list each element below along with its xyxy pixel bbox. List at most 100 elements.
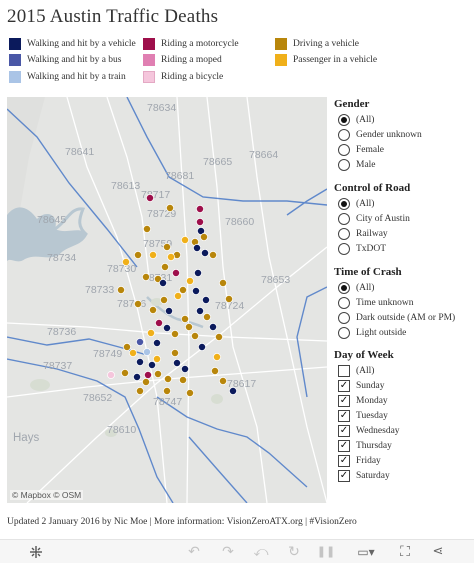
crash-marker[interactable] — [155, 319, 163, 327]
tableau-logo-icon[interactable] — [26, 543, 46, 560]
crash-marker[interactable] — [123, 343, 131, 351]
crash-marker[interactable] — [194, 269, 202, 277]
road-option-all[interactable]: (All) — [338, 197, 374, 211]
crash-marker[interactable] — [211, 367, 219, 375]
day-option-wednesday[interactable]: ✓ Wednesday — [338, 424, 400, 438]
checkbox[interactable]: ✓ — [338, 410, 350, 422]
crash-marker[interactable] — [172, 269, 180, 277]
crash-marker[interactable] — [117, 286, 125, 294]
road-option-txdot[interactable]: TxDOT — [338, 242, 386, 256]
redo-icon[interactable]: ↷ — [222, 543, 234, 560]
crash-marker[interactable] — [153, 355, 161, 363]
crash-marker[interactable] — [229, 387, 237, 395]
crash-marker[interactable] — [159, 279, 167, 287]
refresh-icon[interactable]: ↻ — [288, 543, 300, 560]
crash-marker[interactable] — [193, 244, 201, 252]
crash-marker[interactable] — [147, 329, 155, 337]
gender-option-male[interactable]: Male — [338, 158, 376, 172]
day-option-tuesday[interactable]: ✓ Tuesday — [338, 409, 388, 423]
crash-marker[interactable] — [213, 353, 221, 361]
crash-marker[interactable] — [163, 324, 171, 332]
crash-marker[interactable] — [133, 373, 141, 381]
crash-marker[interactable] — [219, 377, 227, 385]
crash-marker[interactable] — [181, 365, 189, 373]
radio-button[interactable] — [338, 282, 350, 294]
time-option-light[interactable]: Light outside — [338, 326, 406, 340]
crash-marker[interactable] — [167, 253, 175, 261]
fullscreen-icon[interactable]: ⛶ — [400, 543, 410, 560]
crash-marker[interactable] — [219, 279, 227, 287]
crash-marker[interactable] — [174, 292, 182, 300]
crash-marker[interactable] — [136, 358, 144, 366]
crash-marker[interactable] — [149, 306, 157, 314]
radio-button[interactable] — [338, 144, 350, 156]
crash-marker[interactable] — [134, 300, 142, 308]
legend-item[interactable]: Riding a moped — [143, 53, 222, 67]
crash-marker[interactable] — [163, 387, 171, 395]
road-option-city[interactable]: City of Austin — [338, 212, 410, 226]
crash-marker[interactable] — [203, 313, 211, 321]
traffic-deaths-map[interactable]: 78634 78641 78665 78613 78681 78664 7871… — [7, 97, 327, 503]
map-attribution[interactable]: © Mapbox © OSM — [10, 490, 84, 500]
road-option-railway[interactable]: Railway — [338, 227, 388, 241]
radio-button[interactable] — [338, 159, 350, 171]
gender-option-female[interactable]: Female — [338, 143, 384, 157]
checkbox[interactable]: ✓ — [338, 425, 350, 437]
crash-marker[interactable] — [179, 376, 187, 384]
undo-icon[interactable]: ↶ — [188, 543, 200, 560]
crash-marker[interactable] — [215, 333, 223, 341]
crash-marker[interactable] — [209, 251, 217, 259]
day-option-all[interactable]: (All) — [338, 364, 374, 378]
pause-icon[interactable]: ❚❚ — [316, 545, 336, 558]
crash-marker[interactable] — [149, 251, 157, 259]
crash-marker[interactable] — [164, 375, 172, 383]
crash-marker[interactable] — [163, 243, 171, 251]
crash-marker[interactable] — [129, 349, 137, 357]
crash-marker[interactable] — [179, 286, 187, 294]
radio-button[interactable] — [338, 297, 350, 309]
time-option-dark[interactable]: Dark outside (AM or PM) — [338, 311, 455, 325]
crash-marker[interactable] — [200, 233, 208, 241]
crash-marker[interactable] — [107, 371, 115, 379]
day-option-thursday[interactable]: ✓ Thursday — [338, 439, 392, 453]
radio-button[interactable] — [338, 213, 350, 225]
crash-marker[interactable] — [121, 369, 129, 377]
crash-marker[interactable] — [165, 307, 173, 315]
checkbox[interactable]: ✓ — [338, 470, 350, 482]
legend-item[interactable]: Riding a motorcycle — [143, 37, 239, 51]
radio-button[interactable] — [338, 198, 350, 210]
gender-option-unknown[interactable]: Gender unknown — [338, 128, 422, 142]
crash-marker[interactable] — [142, 273, 150, 281]
radio-button[interactable] — [338, 129, 350, 141]
crash-marker[interactable] — [148, 361, 156, 369]
crash-marker[interactable] — [198, 343, 206, 351]
legend-item[interactable]: Walking and hit by a bus — [9, 53, 122, 67]
radio-button[interactable] — [338, 312, 350, 324]
crash-marker[interactable] — [161, 263, 169, 271]
crash-marker[interactable] — [191, 332, 199, 340]
crash-marker[interactable] — [142, 378, 150, 386]
crash-marker[interactable] — [146, 194, 154, 202]
radio-button[interactable] — [338, 228, 350, 240]
crash-marker[interactable] — [134, 251, 142, 259]
crash-marker[interactable] — [225, 295, 233, 303]
crash-marker[interactable] — [153, 339, 161, 347]
crash-marker[interactable] — [154, 370, 162, 378]
radio-button[interactable] — [338, 327, 350, 339]
checkbox[interactable]: ✓ — [338, 395, 350, 407]
time-option-unknown[interactable]: Time unknown — [338, 296, 413, 310]
crash-marker[interactable] — [192, 287, 200, 295]
checkbox[interactable]: ✓ — [338, 455, 350, 467]
day-option-friday[interactable]: ✓ Friday — [338, 454, 381, 468]
crash-marker[interactable] — [171, 349, 179, 357]
legend-item[interactable]: Riding a bicycle — [143, 70, 223, 84]
revert-icon[interactable]: ⤺ — [253, 543, 269, 560]
crash-marker[interactable] — [122, 258, 130, 266]
crash-marker[interactable] — [196, 205, 204, 213]
crash-marker[interactable] — [181, 315, 189, 323]
crash-marker[interactable] — [196, 307, 204, 315]
time-option-all[interactable]: (All) — [338, 281, 374, 295]
crash-marker[interactable] — [136, 387, 144, 395]
crash-marker[interactable] — [160, 296, 168, 304]
crash-marker[interactable] — [185, 323, 193, 331]
